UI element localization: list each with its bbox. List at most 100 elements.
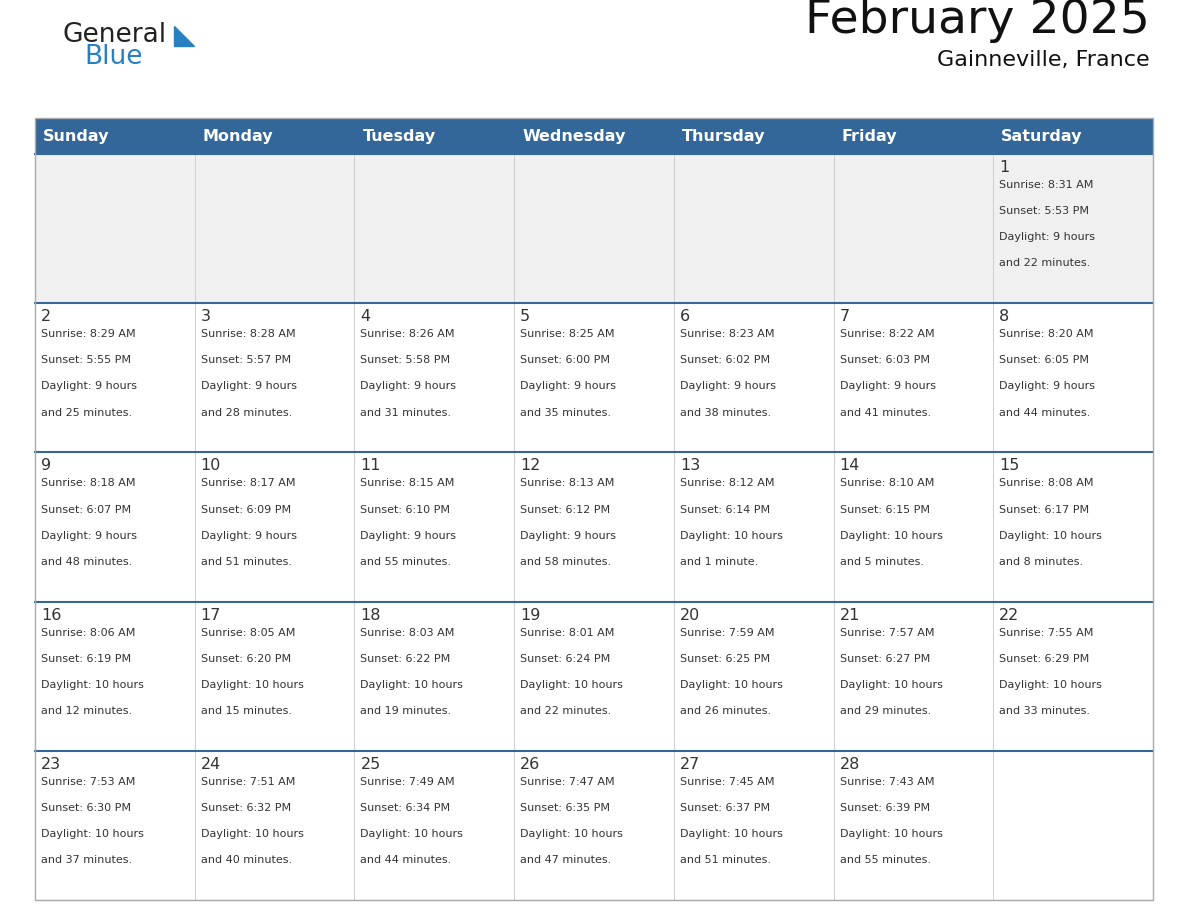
Bar <box>834 303 993 453</box>
Bar <box>354 303 514 453</box>
Text: Sunrise: 8:12 AM: Sunrise: 8:12 AM <box>680 478 775 488</box>
Text: and 25 minutes.: and 25 minutes. <box>42 408 132 418</box>
Text: Sunrise: 8:28 AM: Sunrise: 8:28 AM <box>201 330 296 339</box>
Text: Sunrise: 8:03 AM: Sunrise: 8:03 AM <box>360 628 455 638</box>
Text: and 29 minutes.: and 29 minutes. <box>840 706 931 716</box>
Text: Daylight: 10 hours: Daylight: 10 hours <box>42 680 144 689</box>
Text: Sunset: 6:17 PM: Sunset: 6:17 PM <box>999 505 1089 514</box>
Text: Sunset: 6:15 PM: Sunset: 6:15 PM <box>840 505 929 514</box>
Text: Sunrise: 8:01 AM: Sunrise: 8:01 AM <box>520 628 614 638</box>
Bar <box>993 453 1154 601</box>
Text: 10: 10 <box>201 458 221 474</box>
Bar <box>354 751 514 900</box>
Text: 3: 3 <box>201 309 210 324</box>
Text: Daylight: 10 hours: Daylight: 10 hours <box>201 680 304 689</box>
Text: Sunrise: 8:05 AM: Sunrise: 8:05 AM <box>201 628 295 638</box>
Bar <box>993 601 1154 751</box>
Bar <box>34 118 195 154</box>
Text: Daylight: 9 hours: Daylight: 9 hours <box>201 531 297 541</box>
Text: Sunrise: 8:20 AM: Sunrise: 8:20 AM <box>999 330 1094 339</box>
Text: Sunrise: 7:49 AM: Sunrise: 7:49 AM <box>360 777 455 787</box>
Text: Saturday: Saturday <box>1001 129 1082 143</box>
Text: 11: 11 <box>360 458 381 474</box>
Text: Daylight: 10 hours: Daylight: 10 hours <box>520 829 623 839</box>
Text: Sunset: 6:09 PM: Sunset: 6:09 PM <box>201 505 291 514</box>
Text: Sunrise: 8:25 AM: Sunrise: 8:25 AM <box>520 330 614 339</box>
Text: Sunset: 6:12 PM: Sunset: 6:12 PM <box>520 505 611 514</box>
Text: Friday: Friday <box>841 129 897 143</box>
Text: Sunrise: 7:47 AM: Sunrise: 7:47 AM <box>520 777 614 787</box>
Text: 26: 26 <box>520 756 541 772</box>
Text: Sunrise: 8:18 AM: Sunrise: 8:18 AM <box>42 478 135 488</box>
Text: Daylight: 10 hours: Daylight: 10 hours <box>999 680 1102 689</box>
Bar <box>514 118 674 154</box>
Text: 21: 21 <box>840 608 860 622</box>
Text: 28: 28 <box>840 756 860 772</box>
Text: Sunrise: 7:45 AM: Sunrise: 7:45 AM <box>680 777 775 787</box>
Text: Sunrise: 8:22 AM: Sunrise: 8:22 AM <box>840 330 934 339</box>
Bar <box>834 601 993 751</box>
Bar <box>354 118 514 154</box>
Text: Daylight: 10 hours: Daylight: 10 hours <box>360 680 463 689</box>
Text: 18: 18 <box>360 608 381 622</box>
Text: Gainneville, France: Gainneville, France <box>937 50 1150 70</box>
Text: and 28 minutes.: and 28 minutes. <box>201 408 292 418</box>
Text: Daylight: 10 hours: Daylight: 10 hours <box>999 531 1102 541</box>
Text: Daylight: 9 hours: Daylight: 9 hours <box>42 381 137 391</box>
Bar <box>34 118 1154 900</box>
Text: 12: 12 <box>520 458 541 474</box>
Text: 14: 14 <box>840 458 860 474</box>
Text: 4: 4 <box>360 309 371 324</box>
Text: and 35 minutes.: and 35 minutes. <box>520 408 611 418</box>
Text: and 22 minutes.: and 22 minutes. <box>999 258 1091 268</box>
Text: and 51 minutes.: and 51 minutes. <box>680 856 771 865</box>
Bar <box>195 118 354 154</box>
Text: 9: 9 <box>42 458 51 474</box>
Bar <box>195 154 354 303</box>
Text: Sunset: 6:10 PM: Sunset: 6:10 PM <box>360 505 450 514</box>
Text: 23: 23 <box>42 756 61 772</box>
Text: and 40 minutes.: and 40 minutes. <box>201 856 292 865</box>
Text: Sunset: 6:22 PM: Sunset: 6:22 PM <box>360 654 450 664</box>
Bar <box>514 453 674 601</box>
Text: and 47 minutes.: and 47 minutes. <box>520 856 612 865</box>
Text: Sunset: 6:05 PM: Sunset: 6:05 PM <box>999 355 1089 365</box>
Text: and 44 minutes.: and 44 minutes. <box>999 408 1091 418</box>
Text: Sunset: 6:34 PM: Sunset: 6:34 PM <box>360 803 450 813</box>
Text: Daylight: 10 hours: Daylight: 10 hours <box>201 829 304 839</box>
Text: and 26 minutes.: and 26 minutes. <box>680 706 771 716</box>
Text: Daylight: 9 hours: Daylight: 9 hours <box>680 381 776 391</box>
Text: Daylight: 10 hours: Daylight: 10 hours <box>680 680 783 689</box>
Bar <box>195 453 354 601</box>
Text: and 1 minute.: and 1 minute. <box>680 556 758 566</box>
Text: 7: 7 <box>840 309 849 324</box>
Bar <box>674 601 834 751</box>
Text: Sunset: 6:24 PM: Sunset: 6:24 PM <box>520 654 611 664</box>
Text: Daylight: 10 hours: Daylight: 10 hours <box>360 829 463 839</box>
Text: 8: 8 <box>999 309 1010 324</box>
Text: Daylight: 9 hours: Daylight: 9 hours <box>42 531 137 541</box>
Text: and 58 minutes.: and 58 minutes. <box>520 556 612 566</box>
Bar <box>993 751 1154 900</box>
Bar <box>674 453 834 601</box>
Text: 27: 27 <box>680 756 700 772</box>
Bar <box>993 154 1154 303</box>
Text: Sunrise: 7:55 AM: Sunrise: 7:55 AM <box>999 628 1094 638</box>
Text: Sunset: 6:25 PM: Sunset: 6:25 PM <box>680 654 770 664</box>
Text: Sunset: 6:32 PM: Sunset: 6:32 PM <box>201 803 291 813</box>
Text: February 2025: February 2025 <box>805 0 1150 43</box>
Text: Sunrise: 8:08 AM: Sunrise: 8:08 AM <box>999 478 1094 488</box>
Text: and 15 minutes.: and 15 minutes. <box>201 706 292 716</box>
Text: Daylight: 9 hours: Daylight: 9 hours <box>999 381 1095 391</box>
Bar <box>993 303 1154 453</box>
Text: Sunset: 6:14 PM: Sunset: 6:14 PM <box>680 505 770 514</box>
Text: Daylight: 9 hours: Daylight: 9 hours <box>360 531 456 541</box>
Text: Sunrise: 8:06 AM: Sunrise: 8:06 AM <box>42 628 135 638</box>
Text: and 19 minutes.: and 19 minutes. <box>360 706 451 716</box>
Text: Wednesday: Wednesday <box>523 129 626 143</box>
Text: 24: 24 <box>201 756 221 772</box>
Text: Sunset: 6:07 PM: Sunset: 6:07 PM <box>42 505 131 514</box>
Text: 20: 20 <box>680 608 700 622</box>
Bar <box>34 303 195 453</box>
Bar <box>195 601 354 751</box>
